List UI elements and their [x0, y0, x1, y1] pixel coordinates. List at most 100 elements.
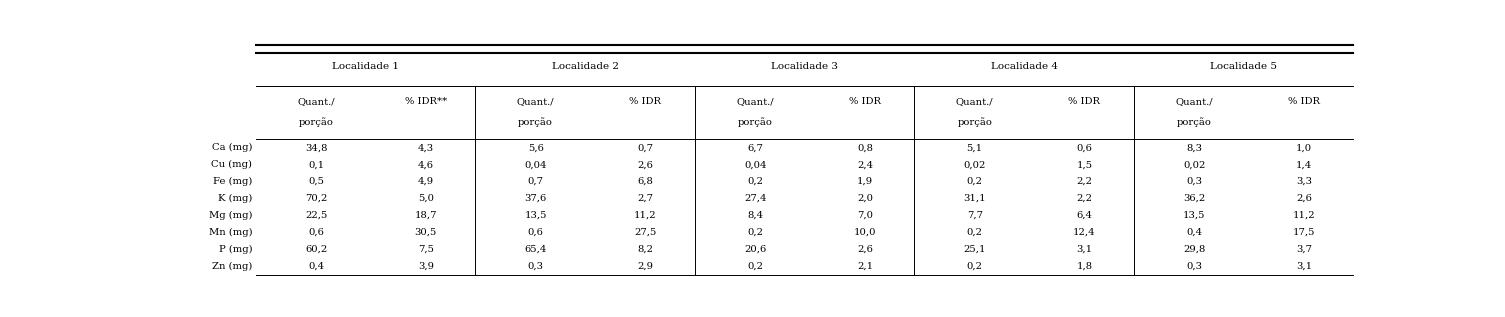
Text: 0,04: 0,04	[743, 160, 766, 169]
Text: 2,9: 2,9	[638, 262, 653, 271]
Text: 0,7: 0,7	[638, 143, 653, 152]
Text: 11,2: 11,2	[634, 211, 656, 220]
Text: 6,7: 6,7	[746, 143, 763, 152]
Text: 7,7: 7,7	[966, 211, 983, 220]
Text: porção: porção	[957, 117, 992, 127]
Text: % IDR: % IDR	[1288, 97, 1320, 106]
Text: 29,8: 29,8	[1183, 245, 1206, 254]
Text: 0,6: 0,6	[1076, 143, 1093, 152]
Text: Mn (mg): Mn (mg)	[209, 228, 253, 237]
Text: 0,3: 0,3	[528, 262, 543, 271]
Text: 0,02: 0,02	[963, 160, 986, 169]
Text: 5,6: 5,6	[528, 143, 543, 152]
Text: Quant./: Quant./	[736, 97, 774, 106]
Text: 4,9: 4,9	[418, 177, 433, 186]
Text: 1,9: 1,9	[856, 177, 873, 186]
Text: 0,7: 0,7	[528, 177, 543, 186]
Text: porção: porção	[298, 117, 334, 127]
Text: 13,5: 13,5	[524, 211, 546, 220]
Text: 10,0: 10,0	[853, 228, 876, 237]
Text: 0,4: 0,4	[1186, 228, 1202, 237]
Text: 3,9: 3,9	[418, 262, 433, 271]
Text: % IDR**: % IDR**	[405, 97, 447, 106]
Text: porção: porção	[1177, 117, 1212, 127]
Text: 20,6: 20,6	[743, 245, 766, 254]
Text: 0,2: 0,2	[966, 177, 983, 186]
Text: 1,5: 1,5	[1076, 160, 1093, 169]
Text: Cu (mg): Cu (mg)	[211, 160, 253, 169]
Text: 5,0: 5,0	[418, 194, 433, 203]
Text: 8,2: 8,2	[638, 245, 653, 254]
Text: % IDR: % IDR	[1069, 97, 1100, 106]
Text: 3,1: 3,1	[1296, 262, 1312, 271]
Text: 18,7: 18,7	[415, 211, 436, 220]
Text: % IDR: % IDR	[629, 97, 661, 106]
Text: 25,1: 25,1	[963, 245, 986, 254]
Text: 2,7: 2,7	[638, 194, 653, 203]
Text: 0,2: 0,2	[966, 228, 983, 237]
Text: Localidade 4: Localidade 4	[990, 62, 1058, 71]
Text: 2,4: 2,4	[856, 160, 873, 169]
Text: Quant./: Quant./	[298, 97, 336, 106]
Text: 13,5: 13,5	[1183, 211, 1206, 220]
Text: 37,6: 37,6	[525, 194, 546, 203]
Text: 0,6: 0,6	[309, 228, 324, 237]
Text: P (mg): P (mg)	[218, 245, 253, 254]
Text: 3,3: 3,3	[1296, 177, 1312, 186]
Text: 1,0: 1,0	[1296, 143, 1312, 152]
Text: 3,7: 3,7	[1296, 245, 1312, 254]
Text: 27,5: 27,5	[634, 228, 656, 237]
Text: 12,4: 12,4	[1073, 228, 1096, 237]
Text: 17,5: 17,5	[1293, 228, 1315, 237]
Text: 5,1: 5,1	[966, 143, 983, 152]
Text: 31,1: 31,1	[963, 194, 986, 203]
Text: 11,2: 11,2	[1293, 211, 1315, 220]
Text: 6,4: 6,4	[1076, 211, 1093, 220]
Text: Mg (mg): Mg (mg)	[209, 211, 253, 220]
Text: 0,2: 0,2	[966, 262, 983, 271]
Text: 22,5: 22,5	[306, 211, 327, 220]
Text: 0,4: 0,4	[309, 262, 324, 271]
Text: 65,4: 65,4	[524, 245, 546, 254]
Text: Localidade 5: Localidade 5	[1210, 62, 1278, 71]
Text: 1,8: 1,8	[1076, 262, 1093, 271]
Text: 0,1: 0,1	[309, 160, 324, 169]
Text: 7,0: 7,0	[856, 211, 873, 220]
Text: 27,4: 27,4	[743, 194, 766, 203]
Text: 0,04: 0,04	[524, 160, 546, 169]
Text: 0,6: 0,6	[528, 228, 543, 237]
Text: 0,2: 0,2	[746, 228, 763, 237]
Text: 1,4: 1,4	[1296, 160, 1312, 169]
Text: 2,2: 2,2	[1076, 177, 1093, 186]
Text: 8,3: 8,3	[1186, 143, 1202, 152]
Text: Quant./: Quant./	[516, 97, 554, 106]
Text: K (mg): K (mg)	[218, 194, 253, 203]
Text: 0,02: 0,02	[1183, 160, 1206, 169]
Text: Localidade 3: Localidade 3	[771, 62, 838, 71]
Text: 34,8: 34,8	[306, 143, 328, 152]
Text: Localidade 1: Localidade 1	[333, 62, 399, 71]
Text: 36,2: 36,2	[1183, 194, 1206, 203]
Text: Ca (mg): Ca (mg)	[212, 143, 253, 152]
Text: 70,2: 70,2	[306, 194, 327, 203]
Text: 30,5: 30,5	[415, 228, 436, 237]
Text: 2,6: 2,6	[1296, 194, 1312, 203]
Text: 0,8: 0,8	[856, 143, 873, 152]
Text: 2,6: 2,6	[856, 245, 873, 254]
Text: Fe (mg): Fe (mg)	[212, 177, 253, 186]
Text: porção: porção	[737, 117, 772, 127]
Text: 8,4: 8,4	[746, 211, 763, 220]
Text: porção: porção	[518, 117, 554, 127]
Text: 6,8: 6,8	[638, 177, 653, 186]
Text: 0,5: 0,5	[309, 177, 324, 186]
Text: 2,0: 2,0	[856, 194, 873, 203]
Text: % IDR: % IDR	[849, 97, 880, 106]
Text: 0,2: 0,2	[746, 262, 763, 271]
Text: 4,3: 4,3	[418, 143, 433, 152]
Text: Localidade 2: Localidade 2	[551, 62, 619, 71]
Text: 2,6: 2,6	[638, 160, 653, 169]
Text: 60,2: 60,2	[306, 245, 327, 254]
Text: 0,3: 0,3	[1186, 262, 1202, 271]
Text: 0,3: 0,3	[1186, 177, 1202, 186]
Text: 0,2: 0,2	[746, 177, 763, 186]
